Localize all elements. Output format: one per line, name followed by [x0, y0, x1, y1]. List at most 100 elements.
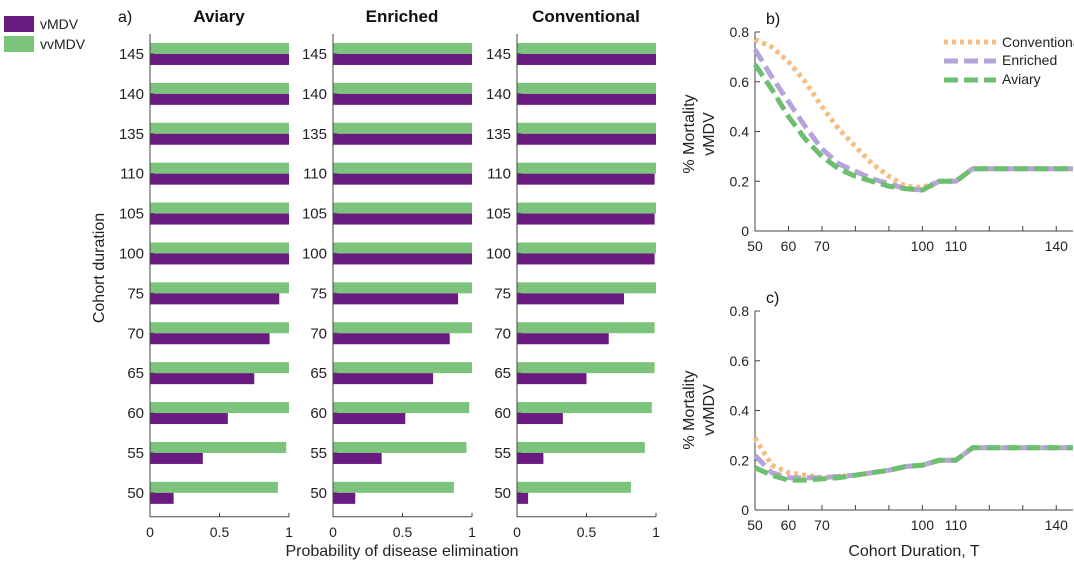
bar-conventional-vmdv-145 [517, 53, 656, 65]
panel-b-ylabel-line2: vMDV [701, 112, 718, 156]
xtick-conventional-0: 0 [513, 524, 521, 540]
ytick-enriched-100: 100 [302, 245, 327, 262]
bar-conventional-vvmdv-55 [517, 441, 645, 453]
bar-conventional-vvmdv-105 [517, 202, 656, 214]
bar-conventional-vmdv-100 [517, 253, 655, 265]
panel-b-ytick-0.6: 0.6 [730, 74, 750, 90]
bar-aviary-vmdv-135 [150, 133, 289, 145]
ytick-aviary-140: 140 [119, 86, 144, 103]
ytick-aviary-60: 60 [127, 405, 144, 422]
bar-aviary-vvmdv-70 [150, 322, 289, 334]
bar-conventional-vmdv-60 [517, 413, 563, 425]
ytick-aviary-55: 55 [127, 445, 144, 462]
bar-aviary-vvmdv-105 [150, 202, 289, 214]
panel-c-xtick-70: 70 [814, 517, 830, 533]
bar-enriched-vmdv-60 [333, 413, 406, 425]
bar-conventional-vmdv-140 [517, 93, 656, 105]
facet-title-aviary: Aviary [193, 7, 245, 26]
bar-aviary-vmdv-60 [150, 413, 228, 425]
ytick-enriched-60: 60 [310, 405, 327, 422]
ytick-aviary-135: 135 [119, 126, 144, 143]
xtick-enriched-1: 1 [468, 524, 476, 540]
panel-b-series-aviary [752, 62, 1073, 193]
bar-aviary-vmdv-55 [150, 452, 203, 464]
panel-b-ylabel-line1: % Mortality [681, 94, 698, 173]
legend-aviary-label: Aviary [1002, 71, 1041, 87]
panel-c-series-aviary [753, 445, 1073, 483]
ytick-conventional-70: 70 [494, 325, 511, 342]
bar-enriched-vmdv-135 [333, 133, 472, 145]
ytick-enriched-105: 105 [302, 206, 327, 223]
ytick-conventional-110: 110 [487, 166, 511, 183]
bar-aviary-vvmdv-65 [150, 362, 289, 374]
bar-enriched-vmdv-50 [333, 492, 356, 504]
bar-conventional-vmdv-50 [517, 492, 529, 504]
panel-c-ytick-0.4: 0.4 [730, 403, 750, 419]
legend-vvmdv-label: vvMDV [40, 36, 86, 52]
ytick-enriched-55: 55 [310, 445, 327, 462]
bar-enriched-vmdv-70 [333, 333, 450, 345]
panel-c-xtick-60: 60 [781, 517, 797, 533]
panel-label-b: b) [766, 11, 780, 28]
bar-enriched-vvmdv-140 [333, 82, 472, 94]
legend-enriched-label: Enriched [1002, 52, 1057, 68]
bar-aviary-vmdv-75 [150, 293, 280, 305]
ytick-aviary-105: 105 [119, 206, 144, 223]
ytick-aviary-145: 145 [119, 46, 144, 63]
xtick-conventional-0.5: 0.5 [577, 524, 597, 540]
ytick-enriched-110: 110 [303, 166, 327, 183]
bar-enriched-vvmdv-70 [333, 322, 472, 334]
panel-c-ytick-0.8: 0.8 [730, 303, 750, 319]
panel-b-xtick-110: 110 [945, 238, 968, 254]
bar-conventional-vvmdv-145 [517, 42, 656, 54]
bar-conventional-vmdv-110 [517, 173, 655, 185]
panel-b-plot: 0 0.2 0.4 0.6 0.8 50 60 70 100 110 140 [730, 24, 1073, 254]
panel-c-plot: 0 0.2 0.4 0.6 0.8 50 60 70 100 110 140 [730, 303, 1073, 533]
bar-conventional-vvmdv-50 [517, 481, 631, 493]
panel-label-a: a) [118, 9, 132, 26]
bar-aviary-vmdv-70 [150, 333, 270, 345]
facet-title-conventional: Conventional [532, 7, 640, 26]
bar-aviary-vvmdv-55 [150, 441, 287, 453]
bar-enriched-vmdv-110 [333, 173, 472, 185]
panel-b-ytick-0.4: 0.4 [730, 124, 750, 140]
xtick-enriched-0.5: 0.5 [393, 524, 413, 540]
bar-conventional-vvmdv-75 [517, 282, 656, 294]
bar-aviary-vvmdv-135 [150, 122, 289, 134]
xtick-enriched-0: 0 [329, 524, 337, 540]
ytick-conventional-65: 65 [494, 365, 511, 382]
bar-enriched-vvmdv-60 [333, 402, 470, 414]
xtick-aviary-1: 1 [285, 524, 293, 540]
ytick-conventional-55: 55 [494, 445, 511, 462]
bar-aviary-vmdv-140 [150, 93, 289, 105]
panel-b-xtick-140: 140 [1045, 238, 1069, 254]
bar-enriched-vvmdv-110 [333, 162, 472, 174]
panel-label-c: c) [766, 290, 779, 307]
bar-enriched-vvmdv-75 [333, 282, 472, 294]
bar-conventional-vvmdv-100 [517, 242, 656, 254]
panel-a-xlabel: Probability of disease elimination [285, 543, 518, 560]
xtick-aviary-0.5: 0.5 [210, 524, 230, 540]
bar-conventional-vmdv-65 [517, 373, 587, 385]
bar-aviary-vmdv-100 [150, 253, 289, 265]
panel-c-ytick-0: 0 [741, 502, 749, 518]
ytick-enriched-70: 70 [310, 325, 327, 342]
panel-c-xtick-140: 140 [1045, 517, 1069, 533]
bar-aviary-vvmdv-60 [150, 402, 289, 414]
ytick-enriched-135: 135 [302, 126, 327, 143]
ytick-conventional-105: 105 [486, 206, 511, 223]
ytick-conventional-60: 60 [494, 405, 511, 422]
bar-aviary-vmdv-50 [150, 492, 174, 504]
bar-enriched-vmdv-65 [333, 373, 434, 385]
panel-b-xtick-70: 70 [814, 238, 830, 254]
panel-c-ylabel-line2: vvMDV [701, 384, 718, 436]
legend-vmdv-swatch [4, 16, 34, 32]
bar-enriched-vvmdv-50 [333, 481, 454, 493]
ytick-conventional-75: 75 [494, 285, 511, 302]
ytick-aviary-110: 110 [120, 166, 144, 183]
bar-conventional-vvmdv-70 [517, 322, 655, 334]
panel-b-ytick-0.2: 0.2 [730, 173, 750, 189]
panel-c-series-conventional [752, 436, 1073, 481]
